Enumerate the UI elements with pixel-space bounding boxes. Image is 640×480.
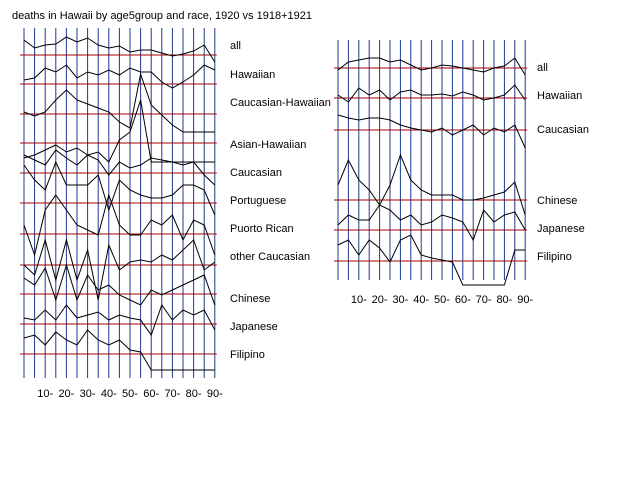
series-line: [23, 303, 216, 337]
series-label: Hawaiian: [230, 69, 275, 81]
x-tick-label: 50-: [122, 388, 138, 400]
series-label: all: [230, 40, 241, 52]
series-line: [337, 153, 526, 216]
x-tick-label: 70-: [164, 388, 180, 400]
series-line: [23, 263, 216, 306]
series-line: [337, 204, 526, 242]
series-label: Chinese: [230, 293, 270, 305]
series-line: [337, 57, 526, 76]
series-label: Filipino: [537, 251, 572, 263]
series-label: Japanese: [537, 223, 585, 235]
x-tick-label: 80-: [186, 388, 202, 400]
series-line: [23, 99, 215, 163]
series-label: Caucasian-Hawaiian: [230, 97, 331, 109]
series-line: [337, 114, 526, 149]
series-label: Puorto Rican: [230, 223, 294, 235]
series-line: [337, 84, 526, 103]
series-line: [23, 329, 215, 371]
series-line: [23, 64, 216, 89]
series-label: Filipino: [230, 349, 265, 361]
series-line: [23, 36, 216, 63]
series-label: Caucasian: [230, 167, 282, 179]
x-tick-label: 90-: [517, 294, 533, 306]
x-tick-label: 40-: [413, 294, 429, 306]
series-line: [23, 238, 216, 301]
x-tick-label: 10-: [37, 388, 53, 400]
x-tick-label: 90-: [207, 388, 223, 400]
x-tick-label: 80-: [496, 294, 512, 306]
x-tick-label: 30-: [80, 388, 96, 400]
series-label: Portuguese: [230, 195, 286, 207]
x-tick-label: 10-: [351, 294, 367, 306]
x-tick-label: 40-: [101, 388, 117, 400]
x-tick-label: 60-: [455, 294, 471, 306]
x-tick-label: 60-: [143, 388, 159, 400]
series-label: Hawaiian: [537, 90, 582, 102]
chart-title: deaths in Hawaii by age5group and race, …: [12, 10, 312, 22]
series-line: [23, 193, 216, 257]
series-label: Japanese: [230, 321, 278, 333]
x-tick-label: 20-: [372, 294, 388, 306]
series-line: [23, 72, 215, 133]
series-line: [23, 149, 216, 186]
series-label: Asian-Hawaiian: [230, 139, 306, 151]
series-line: [337, 234, 526, 286]
x-tick-label: 50-: [434, 294, 450, 306]
x-tick-label: 30-: [392, 294, 408, 306]
series-line: [23, 160, 216, 216]
series-label: Caucasian: [537, 124, 589, 136]
x-tick-label: 70-: [476, 294, 492, 306]
series-label: other Caucasian: [230, 251, 310, 263]
x-tick-label: 20-: [58, 388, 74, 400]
series-label: Chinese: [537, 195, 577, 207]
series-label: all: [537, 62, 548, 74]
